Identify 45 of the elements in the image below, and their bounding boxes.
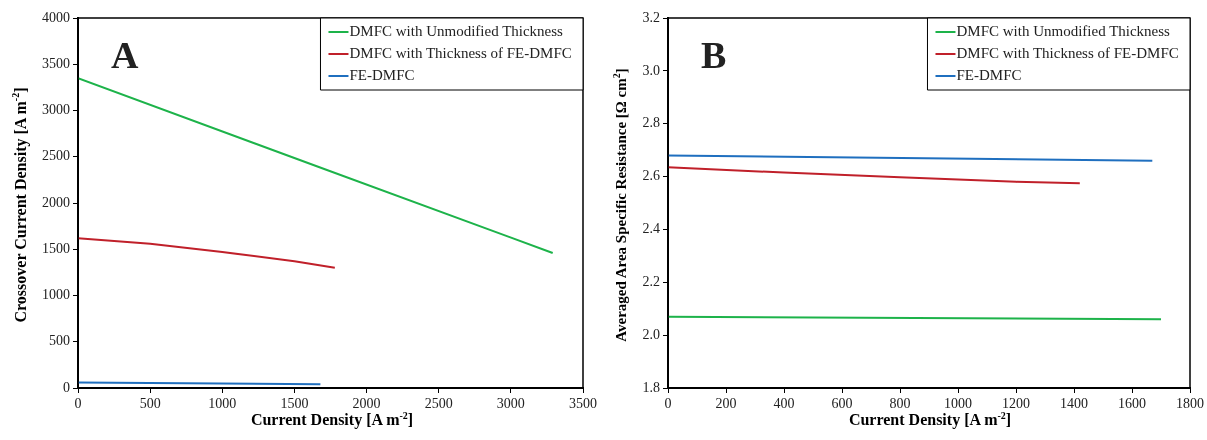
y-tick-label: 3500	[42, 55, 70, 71]
x-tick-label: 1400	[1060, 396, 1088, 412]
x-tick-label: 600	[831, 396, 853, 412]
x-tick-label: 1000	[944, 396, 972, 412]
y-tick-label: 3.0	[642, 62, 660, 78]
y-tick-label: 3.2	[642, 9, 660, 25]
x-tick-label: 3500	[569, 396, 597, 412]
x-axis-title: Current Density [A m$^{-2}$]	[848, 410, 1012, 430]
x-tick-label: 1800	[1176, 396, 1204, 412]
x-tick-label: 400	[773, 396, 795, 412]
x-tick-label: 3000	[496, 396, 525, 412]
x-tick-label: 0	[664, 396, 672, 412]
x-tick-label: 500	[139, 396, 161, 412]
x-tick-label: 200	[715, 396, 737, 412]
legend-label: DMFC with Unmodified Thickness	[349, 22, 564, 39]
legend-label: FE-DMFC	[349, 66, 415, 83]
x-tick-label: 1500	[280, 396, 309, 412]
legend-label: DMFC with Unmodified Thickness	[956, 22, 1171, 39]
legend-label: FE-DMFC	[956, 66, 1022, 83]
y-tick-label: 2000	[42, 194, 70, 210]
legend-label: DMFC with Thickness of FE-DMFC	[956, 44, 1179, 61]
annotation: A	[111, 34, 139, 76]
y-tick-label: 2.6	[642, 168, 660, 184]
y-tick-label: 1000	[42, 287, 70, 303]
x-axis-title: Current Density [A m$^{-2}$]	[250, 410, 414, 430]
x-tick-label: 2000	[352, 396, 381, 412]
annotation: B	[701, 34, 727, 76]
y-tick-label: 500	[49, 333, 70, 349]
x-tick-label: 0	[74, 396, 82, 412]
y-tick-label: 3000	[42, 102, 70, 118]
x-tick-label: 1000	[208, 396, 237, 412]
x-tick-label: 1600	[1118, 396, 1146, 412]
y-tick-label: 1500	[42, 240, 70, 256]
x-tick-label: 1200	[1002, 396, 1030, 412]
y-tick-label: 2500	[42, 148, 70, 164]
x-tick-label: 2500	[424, 396, 453, 412]
y-tick-label: 4000	[42, 9, 70, 25]
y-tick-label: 2.0	[642, 326, 660, 342]
y-tick-label: 2.8	[642, 115, 660, 131]
legend-label: DMFC with Thickness of FE-DMFC	[349, 44, 572, 61]
y-tick-label: 2.2	[642, 273, 660, 289]
x-tick-label: 800	[889, 396, 911, 412]
y-tick-label: 2.4	[642, 221, 660, 237]
y-tick-label: 0	[63, 379, 70, 395]
y-tick-label: 1.8	[642, 379, 660, 395]
